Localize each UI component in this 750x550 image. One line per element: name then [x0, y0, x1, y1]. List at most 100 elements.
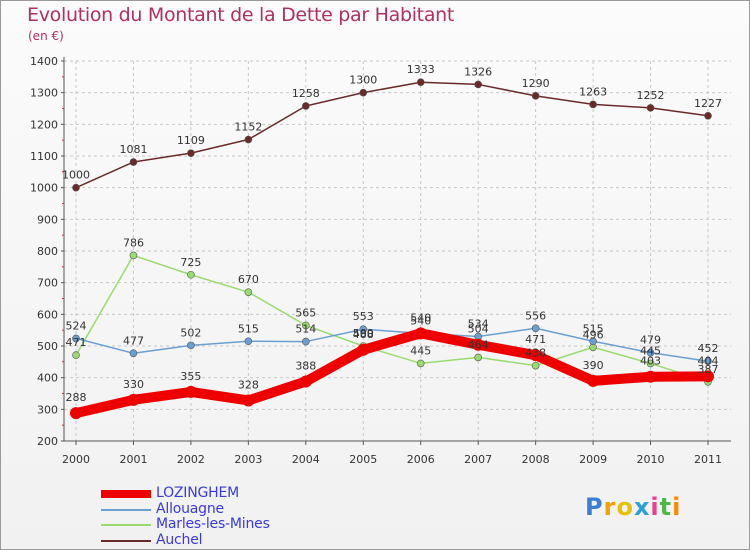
series-line	[75, 254, 709, 383]
data-label: 1109	[177, 134, 205, 147]
data-point	[129, 158, 138, 166]
data-point	[72, 351, 80, 359]
logo-letter: x	[633, 493, 651, 521]
data-point	[359, 325, 368, 334]
y-tick-label: 1000	[30, 182, 58, 195]
data-label: 445	[640, 344, 661, 357]
series-line	[74, 328, 709, 419]
data-point	[531, 92, 540, 100]
data-label: 1227	[694, 97, 722, 110]
data-point	[299, 375, 312, 388]
y-tick-label: 700	[37, 277, 58, 290]
data-label: 404	[698, 354, 719, 367]
y-tick-label: 200	[37, 435, 58, 448]
data-point	[357, 343, 370, 356]
legend-swatch	[101, 524, 151, 526]
logo-letter: o	[616, 493, 634, 521]
x-tick-label: 2000	[62, 453, 90, 466]
data-point	[244, 135, 253, 144]
data-label: 288	[66, 391, 87, 404]
x-tick-label: 2006	[407, 453, 435, 466]
data-label: 471	[525, 333, 546, 346]
data-point	[302, 102, 310, 110]
data-label: 540	[410, 314, 431, 327]
data-label: 786	[123, 236, 144, 249]
data-label: 388	[295, 359, 316, 372]
legend-label: Allouagne	[156, 500, 224, 517]
data-point	[244, 337, 253, 346]
logo-letter: i	[650, 493, 660, 521]
data-point	[646, 104, 655, 112]
data-label: 1252	[637, 89, 665, 102]
data-point	[702, 370, 714, 383]
y-tick-label: 1400	[30, 55, 58, 68]
data-point	[589, 100, 597, 109]
x-tick-label: 2005	[349, 453, 377, 466]
x-tick-label: 2008	[522, 453, 550, 466]
data-label: 1300	[349, 74, 377, 87]
data-point	[187, 270, 195, 279]
proxiti-logo: Proxiti	[585, 493, 681, 521]
series-line	[75, 81, 709, 189]
x-tick-label: 2003	[234, 453, 262, 466]
data-point	[302, 337, 310, 346]
x-tick-label: 2010	[637, 453, 665, 466]
logo-letter: t	[659, 493, 673, 521]
legend-label: Marles-les-Mines	[156, 516, 270, 532]
y-tick-label: 1200	[30, 118, 58, 131]
legend-label: Auchel	[156, 531, 203, 548]
y-tick-label: 400	[37, 372, 58, 385]
data-label: 524	[66, 319, 87, 332]
grid	[64, 60, 731, 442]
series-auchel	[72, 78, 712, 192]
legend-swatch	[101, 490, 151, 498]
data-point	[644, 370, 657, 383]
legend-swatch	[101, 508, 151, 511]
data-label: 1258	[292, 87, 320, 100]
data-point	[474, 353, 482, 362]
y-tick-label: 500	[37, 340, 58, 353]
data-point	[242, 394, 255, 407]
data-point	[72, 183, 80, 192]
y-tick-label: 800	[37, 245, 58, 258]
data-point	[187, 341, 195, 350]
data-point	[529, 349, 542, 362]
data-point	[531, 324, 540, 333]
data-label: 479	[640, 334, 661, 347]
data-label: 1333	[407, 63, 435, 76]
data-point	[129, 251, 138, 260]
unit-label: (en €)	[28, 29, 64, 43]
data-label: 477	[123, 334, 144, 347]
data-label: 500	[353, 327, 374, 340]
x-tick-label: 2001	[119, 453, 147, 466]
logo-letter: r	[603, 493, 617, 521]
y-tick-label: 900	[37, 213, 58, 226]
data-point	[359, 88, 368, 97]
series-marles-les-mines	[72, 251, 712, 386]
data-label: 1152	[234, 121, 262, 134]
data-label: 1081	[119, 143, 147, 156]
y-tick-label: 1300	[30, 87, 58, 100]
chart-title: Evolution du Montant de la Dette par Hab…	[27, 4, 455, 26]
data-point	[704, 111, 712, 120]
data-label: 502	[180, 326, 201, 339]
x-tick-label: 2007	[464, 453, 492, 466]
data-label: 328	[238, 378, 259, 391]
data-label: 403	[640, 355, 661, 368]
data-label: 452	[698, 342, 719, 355]
data-label: 725	[180, 256, 201, 269]
legend-swatch	[101, 539, 151, 542]
data-point	[472, 338, 485, 351]
data-label: 496	[583, 328, 604, 341]
data-label: 355	[180, 370, 201, 383]
data-label: 515	[238, 322, 259, 335]
logo-letter: P	[585, 493, 604, 521]
data-label: 471	[66, 336, 87, 349]
data-label: 387	[698, 363, 719, 376]
x-tick-label: 2009	[579, 453, 607, 466]
data-point	[646, 348, 655, 357]
data-point	[72, 334, 80, 343]
data-point	[646, 359, 655, 368]
data-label: 390	[583, 359, 604, 372]
